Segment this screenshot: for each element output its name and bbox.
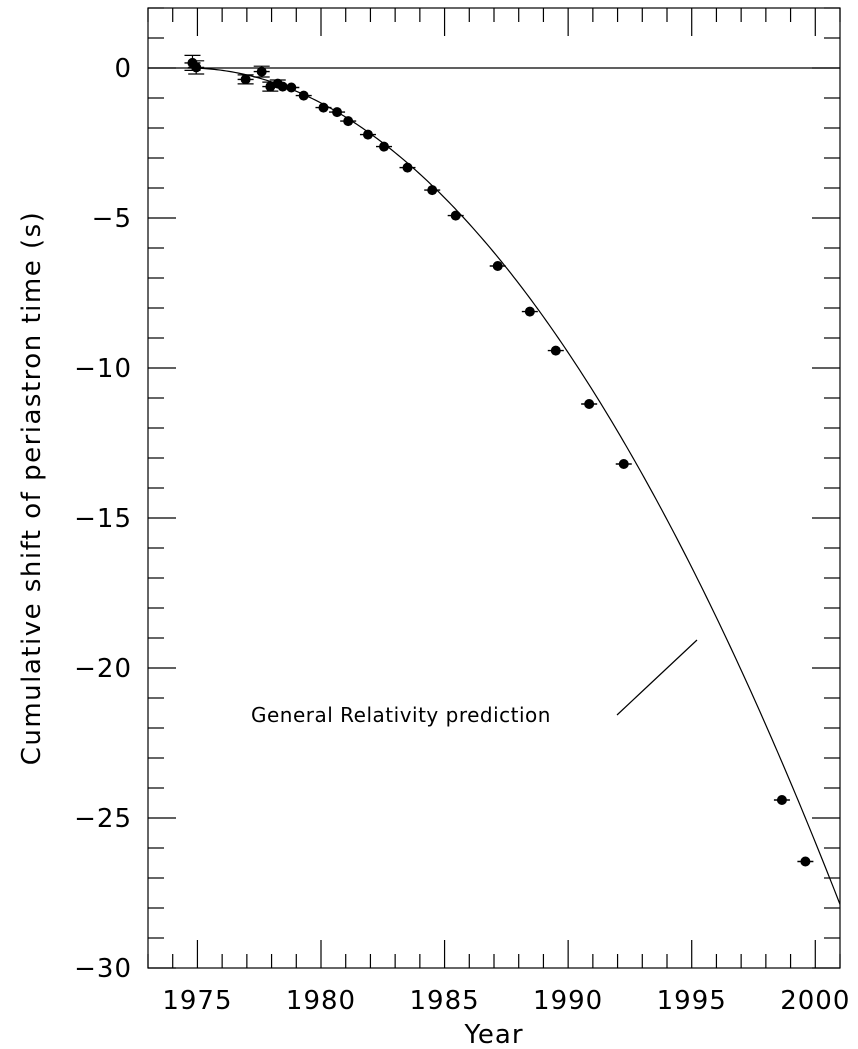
- data-point: [773, 795, 790, 805]
- data-point: [399, 162, 416, 173]
- data-marker: [362, 129, 373, 140]
- data-point: [547, 345, 564, 356]
- data-point: [797, 856, 814, 867]
- x-tick-label: 1980: [286, 986, 356, 1016]
- data-marker: [524, 306, 535, 317]
- data-point: [615, 459, 632, 469]
- data-marker: [277, 81, 288, 92]
- data-marker: [618, 459, 629, 469]
- data-point: [315, 102, 332, 113]
- x-tick-label: 1995: [657, 986, 727, 1016]
- data-marker: [286, 82, 297, 93]
- data-point: [188, 60, 205, 75]
- data-marker: [191, 62, 202, 73]
- annotation-general-relativity: General Relativity prediction: [251, 703, 551, 727]
- data-marker: [427, 185, 438, 196]
- y-tick-label: 0: [114, 54, 132, 84]
- data-point: [340, 116, 357, 127]
- annotation-leader-line: [616, 639, 698, 716]
- data-marker: [402, 162, 413, 173]
- x-tick-label: 1985: [409, 986, 479, 1016]
- y-tick-label: −30: [74, 954, 132, 984]
- data-marker: [800, 856, 811, 867]
- data-point: [329, 107, 346, 118]
- y-axis-label: Cumulative shift of periastron time (s): [17, 211, 47, 766]
- data-marker: [584, 399, 595, 409]
- y-tick-label: −25: [74, 804, 132, 834]
- data-point: [237, 74, 254, 85]
- data-point: [489, 261, 506, 271]
- data-marker: [332, 107, 343, 118]
- data-point: [447, 210, 464, 221]
- data-point: [283, 82, 300, 93]
- x-tick-label: 2000: [780, 986, 850, 1016]
- data-marker: [550, 345, 561, 356]
- y-tick-label: −5: [92, 204, 132, 234]
- data-point: [424, 185, 441, 196]
- x-axis-label: Year: [463, 1020, 523, 1049]
- x-tick-label: 1990: [533, 986, 603, 1016]
- data-marker: [492, 261, 503, 271]
- data-marker: [318, 102, 329, 113]
- x-axis-ticks: 1975 1980 1985 1990 1995 2000: [147, 8, 850, 1016]
- data-marker: [450, 210, 461, 221]
- data-marker: [343, 116, 354, 127]
- general-relativity-curve: [187, 67, 841, 905]
- data-point: [359, 129, 376, 140]
- data-point: [295, 90, 312, 101]
- y-axis-ticks: 0 −5 −10 −15 −20 −25 −30: [74, 7, 840, 984]
- data-point: [376, 141, 393, 152]
- data-marker: [379, 141, 390, 152]
- y-tick-label: −20: [74, 654, 132, 684]
- y-tick-label: −15: [74, 504, 132, 534]
- data-points: [184, 54, 814, 867]
- x-tick-label: 1975: [162, 986, 232, 1016]
- data-marker: [776, 795, 787, 805]
- data-marker: [256, 66, 267, 77]
- data-point: [521, 306, 538, 317]
- data-point: [253, 65, 270, 78]
- plot-frame: [147, 7, 841, 969]
- data-marker: [298, 90, 309, 101]
- data-marker: [240, 74, 251, 85]
- data-point: [581, 399, 598, 409]
- y-tick-label: −10: [74, 354, 132, 384]
